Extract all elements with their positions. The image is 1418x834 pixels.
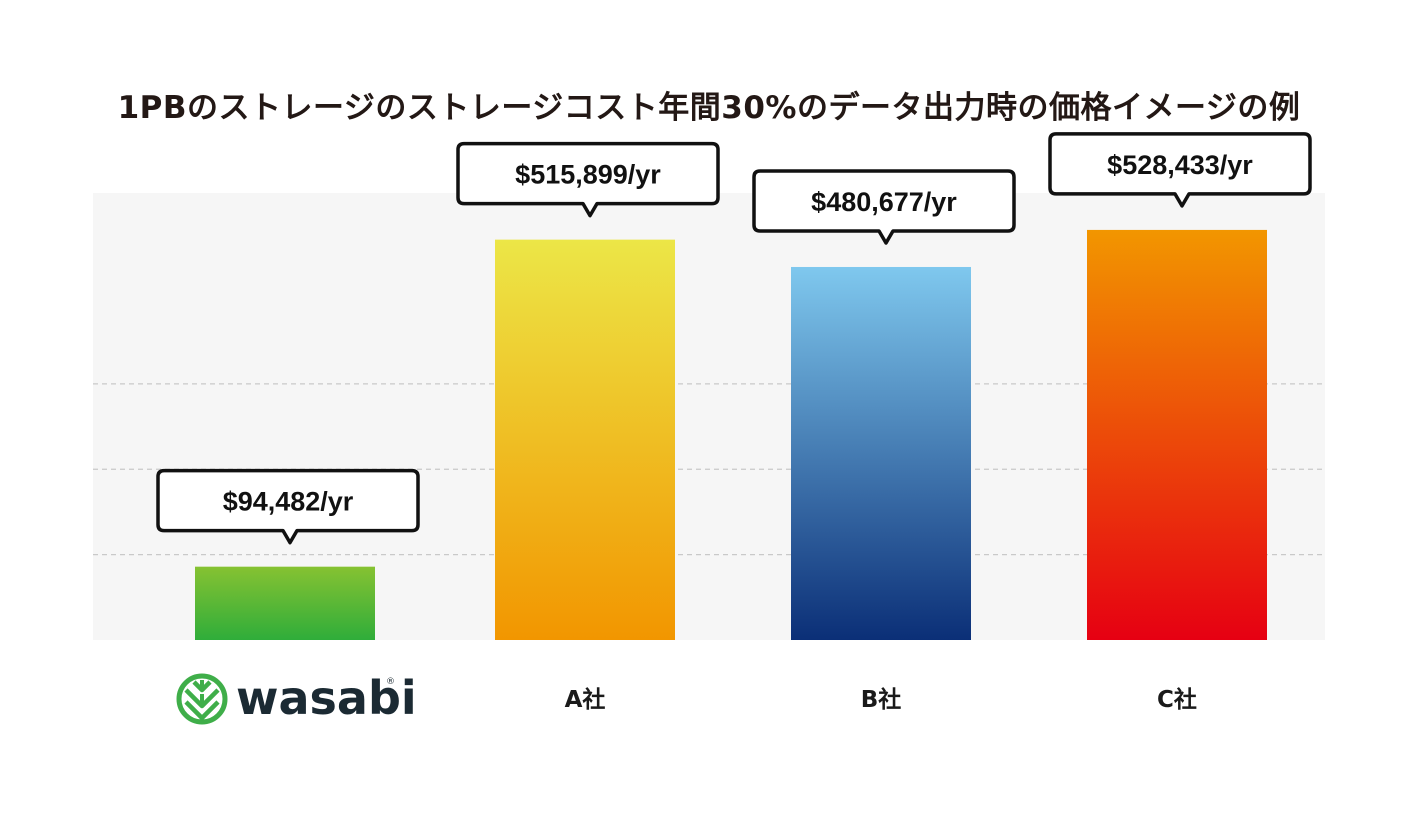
data-label-1: $515,899/yr bbox=[515, 160, 661, 190]
category-label-3: C社 bbox=[1157, 686, 1197, 713]
value-callout-3: $528,433/yr bbox=[1048, 132, 1312, 208]
wasabi-logo: wasabi ® bbox=[176, 671, 417, 725]
callout-shape bbox=[1048, 132, 1312, 208]
callout-shape bbox=[456, 141, 720, 218]
data-label-3: $528,433/yr bbox=[1107, 150, 1253, 180]
wasabi-logo-icon bbox=[176, 673, 228, 725]
value-callout-0: $94,482/yr bbox=[156, 468, 420, 545]
callout-shape bbox=[752, 169, 1016, 245]
callout-shape bbox=[156, 468, 420, 545]
value-callout-1: $515,899/yr bbox=[456, 141, 720, 218]
bar-0 bbox=[195, 566, 375, 640]
data-label-2: $480,677/yr bbox=[811, 187, 957, 217]
chart-title: 1PBのストレージのストレージコスト年間30%のデータ出力時の価格イメージの例 bbox=[117, 90, 1301, 126]
bar-1 bbox=[495, 239, 675, 641]
bar-3 bbox=[1087, 229, 1267, 640]
wasabi-wordmark: wasabi bbox=[236, 671, 417, 725]
category-label-1: A社 bbox=[565, 686, 606, 713]
category-label-2: B社 bbox=[861, 686, 902, 713]
value-callout-2: $480,677/yr bbox=[752, 169, 1016, 245]
data-label-0: $94,482/yr bbox=[223, 487, 354, 517]
bar-2 bbox=[791, 266, 971, 640]
registered-mark: ® bbox=[386, 677, 395, 687]
